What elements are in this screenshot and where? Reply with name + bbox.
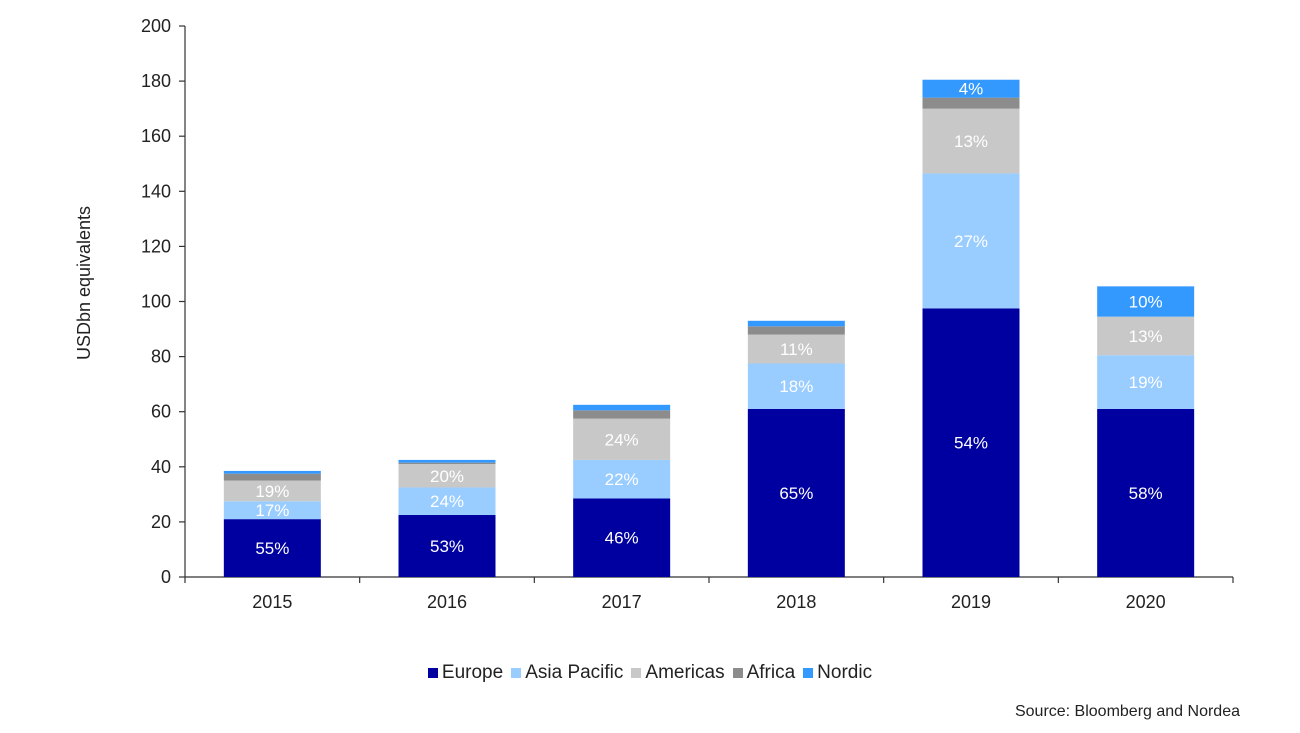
bar-segment-asia-pacific (223, 501, 321, 520)
bar-stack-2019: 54% 27% 13% 4% (922, 79, 1020, 577)
bar-segment-asia-pacific (922, 173, 1020, 309)
data-label-europe: 55% (255, 539, 289, 558)
bar-segment-africa (747, 326, 845, 335)
x-tick-label: 2017 (602, 592, 642, 612)
x-tick-label: 2016 (427, 592, 467, 612)
bar-segment-americas (573, 418, 671, 460)
y-tick-label: 80 (151, 347, 171, 367)
bar-segment-africa (223, 473, 321, 481)
bar-segment-americas (398, 464, 496, 488)
bar-segment-asia-pacific (573, 459, 671, 499)
data-label-europe: 65% (779, 484, 813, 503)
legend-item-americas: Americas (631, 662, 725, 684)
legend-swatch (803, 668, 814, 678)
data-label-americas: 13% (1129, 327, 1163, 346)
data-label-asia-pacific: 19% (1129, 373, 1163, 392)
bar-segment-europe (573, 498, 671, 577)
bar-segment-nordic (398, 459, 496, 463)
data-label-asia-pacific: 18% (779, 377, 813, 396)
y-tick-label: 100 (141, 292, 171, 312)
bar-segment-asia-pacific (1097, 355, 1195, 409)
bar-segment-nordic (223, 470, 321, 474)
legend-label: Europe (441, 662, 504, 683)
data-label-asia-pacific: 17% (255, 501, 289, 520)
bar-segment-asia-pacific (747, 363, 845, 409)
data-label-europe: 46% (605, 529, 639, 548)
bar-segment-americas (223, 480, 321, 502)
bar-segment-americas (747, 334, 845, 364)
bar-segment-nordic (573, 404, 671, 411)
legend-item-asia-pacific: Asia Pacific (511, 662, 623, 684)
y-tick-label: 20 (151, 512, 171, 532)
data-label-americas: 13% (954, 132, 988, 151)
bar-segment-asia-pacific (398, 487, 496, 516)
y-tick-label: 0 (161, 567, 171, 587)
bar-segment-africa (398, 462, 496, 465)
data-label-americas: 20% (430, 467, 464, 486)
legend-label: Nordic (817, 662, 873, 683)
data-label-nordic: 4% (959, 80, 984, 99)
y-tick-label: 60 (151, 402, 171, 422)
y-tick-label: 180 (141, 71, 171, 91)
bar-stack-2020: 58% 19% 13% 10% (1097, 286, 1195, 577)
data-label-europe: 53% (430, 537, 464, 556)
bar-stack-2016: 53% 24% 20% (398, 459, 496, 577)
y-tick-label: 160 (141, 126, 171, 146)
bar-stacks: 55%17%19%53%24%20%46%22%24%65%18%11%54%2… (223, 79, 1195, 577)
x-tick-label: 2020 (1126, 592, 1166, 612)
legend-item-europe: Europe (427, 662, 504, 684)
bar-segment-europe (398, 515, 496, 577)
legend-swatch (732, 668, 743, 678)
bar-segment-europe (747, 408, 845, 577)
bar-segment-europe (1097, 408, 1195, 577)
data-label-asia-pacific: 22% (605, 470, 639, 489)
x-tick-label: 2015 (252, 592, 292, 612)
y-tick-label: 120 (141, 236, 171, 256)
y-tick-label: 200 (141, 16, 171, 36)
bar-segment-nordic (922, 79, 1020, 98)
bar-segment-americas (922, 108, 1020, 174)
data-label-asia-pacific: 27% (954, 232, 988, 251)
legend-label: Africa (746, 662, 796, 683)
data-label-europe: 54% (954, 434, 988, 453)
legend-swatch (631, 668, 642, 678)
y-axis-title: USDbn equivalents (74, 206, 94, 360)
bar-stack-2017: 46% 22% 24% (573, 404, 671, 577)
x-tick-label: 2018 (776, 592, 816, 612)
legend-item-nordic: Nordic (803, 662, 872, 684)
bar-segment-nordic (1097, 286, 1195, 317)
bar-segment-europe (223, 519, 321, 577)
bar-segment-africa (573, 410, 671, 419)
bar-stack-2018: 65% 18% 11% (747, 320, 845, 577)
legend-swatch (511, 668, 522, 678)
legend-swatch (427, 668, 438, 678)
bar-stack-2015: 55% 17%19% (223, 470, 321, 577)
data-label-europe: 58% (1129, 484, 1163, 503)
legend-item-africa: Africa (732, 662, 796, 684)
y-tick-label: 40 (151, 457, 171, 477)
legend-label: Americas (645, 662, 725, 683)
y-tick-label: 140 (141, 181, 171, 201)
y-axis: 0 20 40 60 80 100 120 140 160 180 200 (141, 16, 186, 587)
data-label-americas: 24% (605, 430, 639, 449)
x-axis: 2015 2016 2017 2018 2019 2020 (184, 576, 1234, 612)
data-label-asia-pacific: 24% (430, 492, 464, 511)
x-tick-label: 2019 (951, 592, 991, 612)
bar-segment-africa (922, 97, 1020, 109)
data-label-nordic: 10% (1129, 293, 1163, 312)
source-note: Source: Bloomberg and Nordea (1014, 703, 1240, 720)
legend-label: Asia Pacific (525, 662, 624, 683)
legend: Europe Asia Pacific Americas Africa Nordic (0, 662, 1300, 684)
bar-segment-americas (1097, 316, 1195, 356)
data-label-americas: 11% (780, 340, 813, 359)
bar-segment-europe (922, 308, 1020, 577)
data-label-americas: 19% (255, 482, 289, 501)
bar-segment-nordic (747, 320, 845, 327)
